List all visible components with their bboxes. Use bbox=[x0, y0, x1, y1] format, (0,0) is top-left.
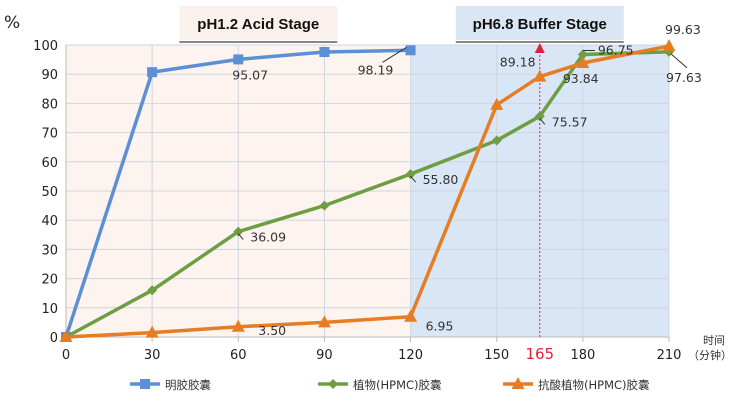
marker-line-group: 165 bbox=[525, 43, 554, 363]
x-tick-label: 180 bbox=[570, 348, 595, 363]
diamond-marker bbox=[147, 285, 158, 296]
y-tick-label: 90 bbox=[41, 68, 58, 83]
square-marker bbox=[233, 54, 244, 65]
x-tick-label: 210 bbox=[657, 348, 682, 363]
legend-item-2: 抗酸植物(HPMC)胶囊 bbox=[503, 377, 650, 392]
marker-line-label: 165 bbox=[525, 345, 554, 363]
triangle-marker bbox=[145, 325, 159, 338]
y-tick-label: 20 bbox=[41, 273, 58, 288]
data-label: 95.07 bbox=[232, 67, 268, 82]
legend-item-0: 明胶胶囊 bbox=[130, 378, 211, 392]
y-tick-label: 80 bbox=[41, 97, 58, 112]
triangle-marker bbox=[404, 309, 418, 322]
data-label: 98.19 bbox=[358, 62, 394, 77]
marker-arrow-icon bbox=[534, 43, 545, 53]
diamond-marker bbox=[534, 111, 545, 122]
triangle-marker bbox=[59, 330, 73, 342]
legend-label: 抗酸植物(HPMC)胶囊 bbox=[538, 378, 650, 392]
y-tick-label: 40 bbox=[41, 214, 58, 229]
data-labels: 95.07 98.19 36.09 55.80 75.57 96.75 97.63 3.50 6… bbox=[232, 22, 702, 338]
stage-label-1: pH6.8 Buffer Stage bbox=[473, 16, 607, 33]
data-label: 99.63 bbox=[665, 22, 701, 37]
stage-label-box-0 bbox=[179, 6, 338, 40]
stage-label-0: pH1.2 Acid Stage bbox=[197, 16, 319, 33]
x-tick-label: 120 bbox=[398, 348, 423, 363]
triangle-marker bbox=[662, 39, 676, 52]
data-label: 55.80 bbox=[423, 172, 459, 187]
data-label: 93.84 bbox=[563, 71, 599, 86]
y-tick-label: 70 bbox=[41, 127, 58, 142]
diamond-marker bbox=[319, 200, 330, 211]
triangle-marker bbox=[576, 55, 590, 68]
square-marker bbox=[140, 379, 150, 389]
legend: 明胶胶囊 植物(HPMC)胶囊 抗酸植物(HPMC)胶囊 bbox=[130, 377, 650, 392]
axes: 0 10 20 30 40 50 60 70 80 90 100 0 30 60 90 120 150 180 21… bbox=[33, 39, 681, 363]
series-2 bbox=[59, 39, 676, 342]
x-tick-label: 0 bbox=[62, 348, 70, 363]
data-label: 3.50 bbox=[258, 323, 286, 338]
stage-labels: pH1.2 Acid Stage pH6.8 Buffer Stage bbox=[179, 6, 624, 43]
diamond-marker bbox=[233, 226, 244, 237]
square-marker bbox=[319, 47, 330, 58]
y-tick-label: 60 bbox=[41, 156, 58, 171]
data-label: 75.57 bbox=[552, 114, 588, 129]
triangle-marker bbox=[533, 69, 547, 82]
y-tick-label: 0 bbox=[50, 331, 58, 346]
leader-line bbox=[382, 46, 407, 63]
legend-item-1: 植物(HPMC)胶囊 bbox=[318, 378, 442, 392]
x-tick-label: 150 bbox=[484, 348, 509, 363]
y-tick-label: 30 bbox=[41, 243, 58, 258]
y-tick-label: 50 bbox=[41, 185, 58, 200]
legend-label: 明胶胶囊 bbox=[165, 378, 211, 392]
data-label: 96.75 bbox=[598, 42, 634, 57]
triangle-marker bbox=[231, 319, 245, 332]
data-label: 97.63 bbox=[666, 70, 702, 85]
leader-line bbox=[237, 233, 244, 240]
leader-line bbox=[539, 118, 546, 125]
square-marker bbox=[405, 45, 416, 56]
series-group bbox=[59, 39, 676, 342]
triangle-marker bbox=[511, 377, 525, 389]
x-axis-label-line2: （分钟） bbox=[688, 348, 732, 362]
y-tick-label: 10 bbox=[41, 302, 58, 317]
diamond-marker bbox=[328, 379, 338, 389]
y-axis-label: % bbox=[4, 13, 20, 33]
diamond-marker bbox=[577, 49, 588, 60]
x-axis-label-line1: 时间 bbox=[703, 334, 725, 347]
x-tick-label: 90 bbox=[316, 348, 333, 363]
data-label: 89.18 bbox=[500, 55, 536, 70]
square-marker bbox=[147, 67, 158, 78]
x-tick-label: 60 bbox=[230, 348, 247, 363]
y-tick-label: 100 bbox=[33, 39, 58, 54]
data-label: 36.09 bbox=[250, 230, 286, 245]
leader-line bbox=[410, 175, 416, 183]
data-label: 6.95 bbox=[426, 319, 454, 334]
diamond-marker bbox=[405, 169, 416, 180]
x-tick-label: 30 bbox=[144, 348, 161, 363]
stage-label-box-1 bbox=[455, 6, 624, 40]
legend-label: 植物(HPMC)胶囊 bbox=[353, 378, 442, 392]
triangle-marker bbox=[490, 97, 504, 110]
triangle-marker bbox=[317, 315, 331, 328]
diamond-marker bbox=[491, 135, 502, 146]
leader-line bbox=[670, 53, 688, 69]
